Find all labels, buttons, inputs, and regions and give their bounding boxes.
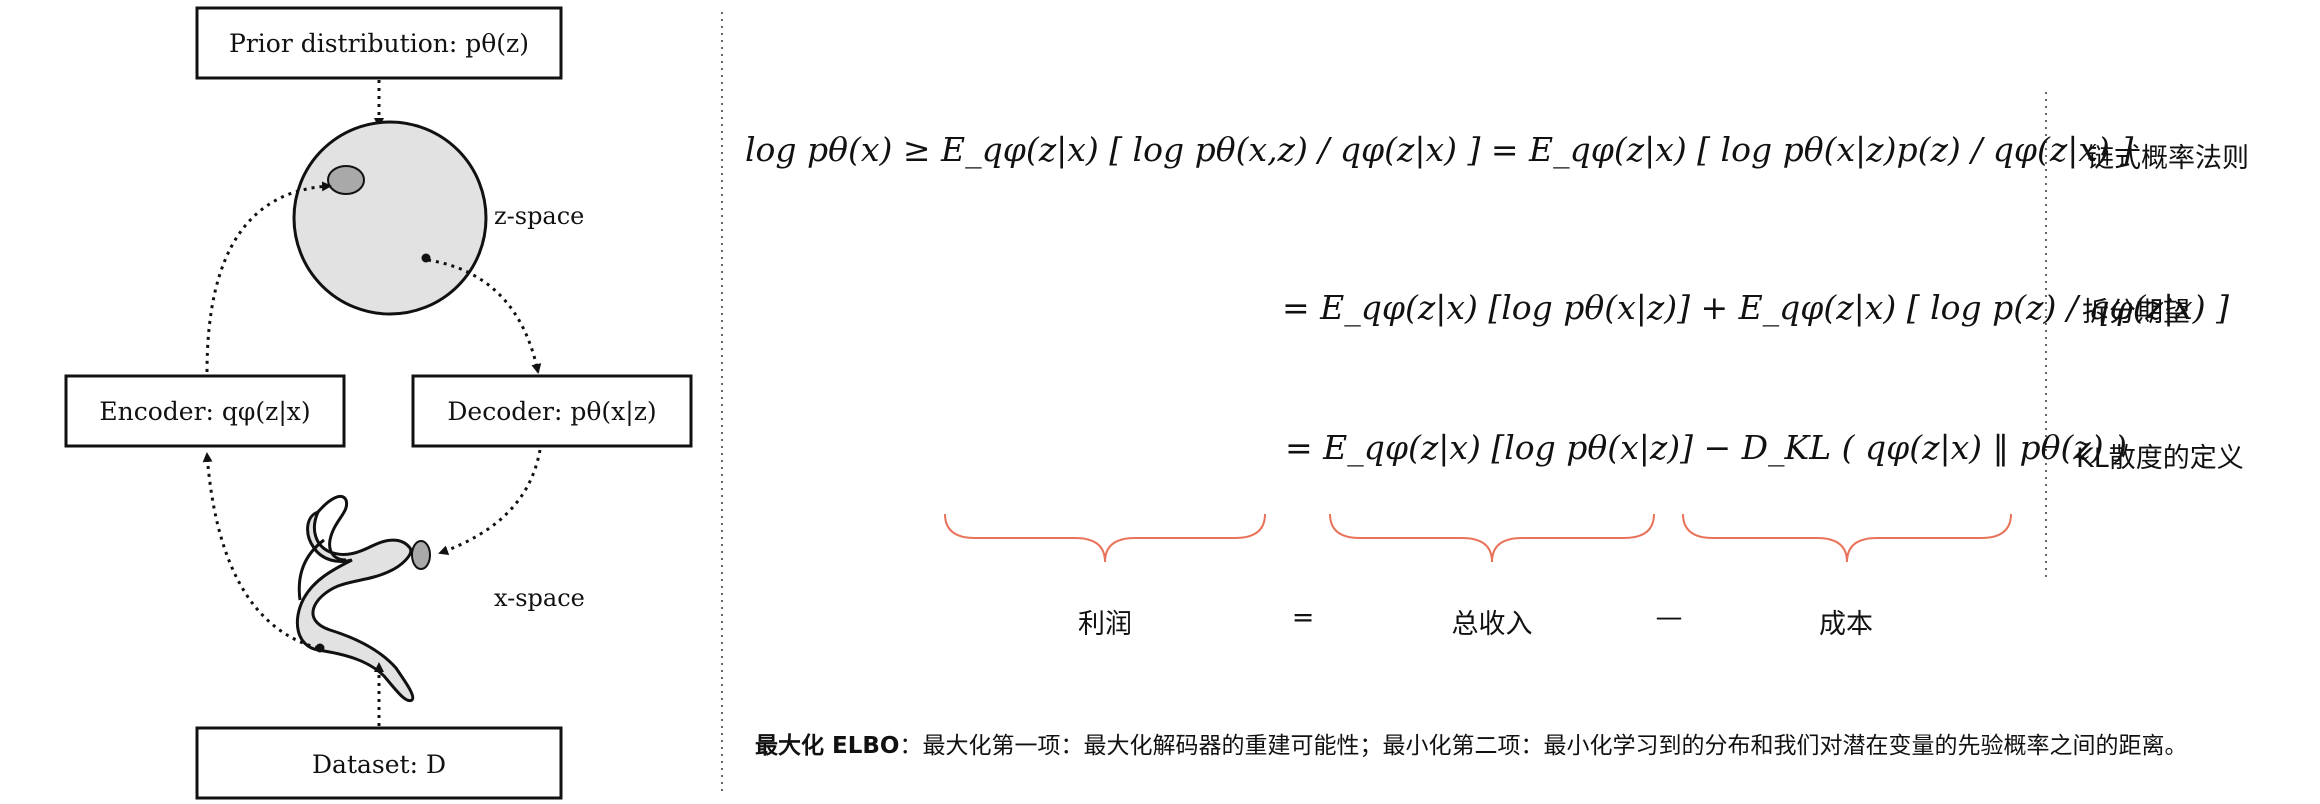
revenue-brace (1329, 513, 1655, 563)
profit-brace (944, 513, 1266, 563)
analogy-revenue: 总收入 (1451, 609, 1533, 640)
cost-brace (1682, 513, 2012, 563)
analogy-minus: — (1655, 602, 1683, 633)
z-space-label: z-space (494, 202, 584, 230)
z-to-decoder-arrow (427, 258, 542, 374)
elbo-equation-line-3: = E_qφ(z|x) [log pθ(x|z)] − D_KL ( qφ(z|… (1285, 428, 2128, 467)
x-to-encoder-arrow (202, 452, 319, 650)
dataset-box-label: Dataset: D (312, 750, 446, 779)
prior-box-label: Prior distribution: pθ(z) (229, 29, 529, 58)
encoder-box: Encoder: qφ(z|x) (64, 374, 346, 448)
decoder-box: Decoder: pθ(x|z) (411, 374, 693, 448)
reason-chain-rule: 链式概率法则 (2087, 143, 2249, 174)
encoder-box-label: Encoder: qφ(z|x) (99, 397, 310, 427)
dataset-box: Dataset: D (195, 726, 563, 800)
z-space-sphere (292, 120, 488, 316)
x-space-manifold (295, 495, 431, 703)
decoder-to-x-arrow (438, 449, 542, 555)
prior-box: Prior distribution: pθ(z) (195, 6, 563, 80)
analogy-cost: 成本 (1819, 609, 1873, 640)
elbo-note: 最大化 ELBO：最大化第一项：最大化解码器的重建可能性；最小化第二项：最小化学… (755, 726, 2187, 760)
reason-split-expectation: 拆分期望 (2082, 297, 2190, 328)
reason-kl-definition: KL散度的定义 (2076, 443, 2244, 474)
x-space-label: x-space (494, 584, 585, 612)
elbo-equation-line-1: log pθ(x) ≥ E_qφ(z|x) [ log pθ(x,z) / qφ… (745, 130, 2134, 169)
analogy-equals: = (1291, 602, 1315, 633)
analogy-profit: 利润 (1078, 609, 1132, 640)
elbo-equation-line-2: = E_qφ(z|x) [log pθ(x|z)] + E_qφ(z|x) [ … (1282, 288, 2229, 327)
elbo-note-text: ：最大化第一项：最大化解码器的重建可能性；最小化第二项：最小化学习到的分布和我们… (899, 733, 2188, 759)
decoder-box-label: Decoder: pθ(x|z) (447, 397, 656, 427)
elbo-note-bold: 最大化 ELBO (755, 733, 900, 759)
